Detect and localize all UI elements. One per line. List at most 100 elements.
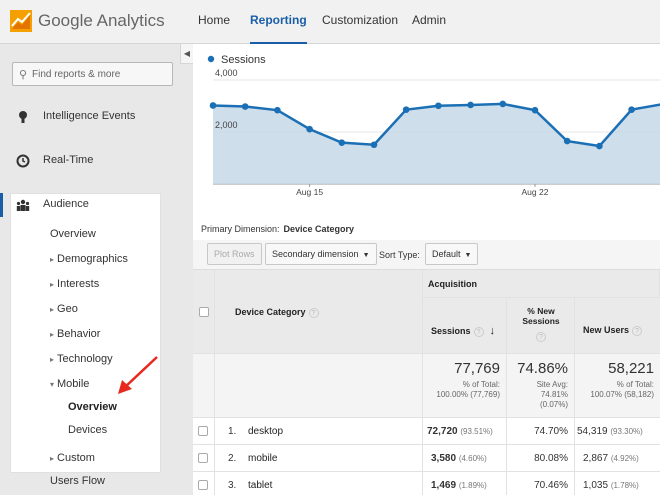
sort-type-dropdown[interactable]: Default ▼ — [425, 243, 479, 265]
data-point[interactable] — [628, 106, 635, 113]
select-all-checkbox[interactable] — [199, 307, 209, 317]
data-point[interactable] — [338, 139, 346, 146]
expand-triangle-icon: ▸ — [50, 454, 55, 463]
google-analytics-logo[interactable]: Google Analytics — [10, 10, 165, 32]
help-icon[interactable]: ? — [473, 326, 484, 337]
expand-triangle-icon: ▸ — [50, 280, 55, 289]
data-point[interactable] — [306, 125, 313, 133]
sessions-cell: 72,720 (93.51%) — [423, 418, 507, 445]
data-point[interactable] — [435, 102, 442, 110]
x-tick-label: Aug 22 — [522, 187, 549, 197]
plot-rows-button[interactable]: Plot Rows — [207, 243, 262, 265]
expand-triangle-icon: ▸ — [50, 355, 55, 364]
data-point[interactable] — [467, 101, 474, 109]
annotation-arrow — [118, 356, 158, 394]
report-search-box[interactable]: ⚲ — [12, 62, 173, 86]
data-point[interactable] — [402, 106, 410, 113]
audience-geo-link[interactable]: ▸ Geo — [50, 303, 78, 315]
total-new-users-cell: 58,221 % of Total: 100.07% (58,182) — [575, 354, 660, 418]
data-point[interactable] — [499, 100, 507, 108]
help-icon[interactable]: ? — [632, 325, 643, 336]
sessions-chart: Sessions 4,000 2,000 Aug 15 Aug 22 — [207, 54, 660, 197]
search-icon: ⚲ — [19, 69, 28, 81]
total-new-users-sub: % of Total: 100.07% (58,182) — [590, 380, 654, 399]
nav-tab-reporting[interactable]: Reporting — [250, 13, 307, 45]
dropdown-caret-icon: ▼ — [464, 252, 472, 259]
new-sessions-cell: 74.70% — [507, 418, 575, 445]
row-checkbox[interactable] — [198, 480, 208, 490]
help-icon[interactable]: ? — [308, 307, 319, 318]
new-users-column-header[interactable]: New Users? — [575, 298, 660, 354]
data-point[interactable] — [209, 102, 217, 109]
device-link[interactable]: desktop — [248, 426, 284, 437]
collapse-sidebar-button[interactable]: ◀ — [180, 44, 193, 64]
acquisition-label: Acquisition — [428, 279, 477, 289]
total-sessions-cell: 77,769 % of Total: 100.00% (77,769) — [423, 354, 507, 418]
legend-marker — [207, 55, 215, 63]
sidebar-item-real-time[interactable]: Real-Time — [0, 149, 193, 173]
y-tick-label: 4,000 — [215, 68, 238, 78]
sidebar-item-users-flow[interactable]: Users Flow — [50, 475, 106, 487]
expand-triangle-icon: ▸ — [50, 330, 55, 339]
data-point[interactable] — [370, 141, 378, 149]
row-index: 3. — [228, 480, 237, 491]
dimension-header[interactable]: Device Category? — [215, 270, 423, 354]
data-point[interactable] — [563, 137, 571, 145]
expand-triangle-icon: ▸ — [50, 255, 55, 264]
x-tick-label: Aug 15 — [296, 187, 323, 197]
sort-type-label: Sort Type: — [379, 250, 420, 260]
sessions-cell: 3,580 (4.60%) — [423, 445, 507, 472]
row-checkbox[interactable] — [198, 453, 208, 463]
audience-overview-link[interactable]: Overview — [50, 228, 96, 240]
clock-icon — [16, 154, 30, 168]
audience-mobile-link[interactable]: ▾ Mobile — [50, 378, 90, 390]
row-index: 2. — [228, 453, 237, 464]
sessions-column-header[interactable]: Sessions? ↓ — [423, 298, 507, 354]
primary-dimension-value[interactable]: Device Category — [283, 224, 355, 234]
sessions-header-label: Sessions? ↓ — [431, 325, 496, 337]
sidebar-item-audience[interactable]: Audience — [0, 193, 193, 217]
sidebar-item-label: Audience — [43, 198, 89, 210]
totals-row-spacer — [193, 354, 215, 418]
dropdown-caret-icon: ▼ — [362, 252, 370, 259]
audience-technology-link[interactable]: ▸ Technology — [50, 353, 113, 365]
mobile-devices-link[interactable]: Devices — [68, 424, 108, 436]
row-checkbox[interactable] — [198, 426, 208, 436]
brand-name: Google Analytics — [38, 11, 165, 30]
data-point[interactable] — [531, 106, 539, 114]
table-row: 3. tablet — [215, 472, 423, 495]
audience-behavior-link[interactable]: ▸ Behavior — [50, 328, 101, 340]
new-sessions-header-label: % New Sessions — [522, 306, 560, 326]
report-search-input[interactable] — [32, 66, 170, 82]
new-users-header-label: New Users? — [583, 325, 643, 336]
total-new-sessions-value: 74.86% — [517, 360, 568, 377]
nav-tab-customization[interactable]: Customization — [322, 13, 399, 27]
data-point[interactable] — [241, 103, 249, 110]
people-icon — [16, 199, 30, 211]
nav-tab-home[interactable]: Home — [198, 13, 231, 27]
total-new-sessions-sub: Site Avg: 74.81% (0.07%) — [536, 380, 568, 409]
device-link[interactable]: tablet — [248, 480, 273, 491]
total-new-users-value: 58,221 — [608, 360, 654, 377]
secondary-dimension-dropdown[interactable]: Secondary dimension ▼ — [265, 243, 377, 265]
data-point[interactable] — [274, 106, 281, 114]
new-sessions-column-header[interactable]: % New Sessions ? — [507, 298, 575, 354]
row-checkbox-cell — [193, 418, 215, 445]
help-icon[interactable]: ? — [536, 332, 546, 342]
sidebar-item-intelligence-events[interactable]: Intelligence Events — [0, 105, 193, 129]
sidebar-item-label: Real-Time — [43, 154, 94, 166]
mobile-overview-link[interactable]: Overview — [68, 401, 117, 413]
device-link[interactable]: mobile — [248, 453, 278, 464]
row-index: 1. — [228, 426, 237, 437]
audience-custom-link[interactable]: ▸ Custom — [50, 452, 95, 464]
table-row: 2. mobile — [215, 445, 423, 472]
primary-dimension-label: Primary Dimension: — [201, 224, 280, 234]
new-users-cell: 1,035 (1.78%) — [575, 472, 660, 495]
audience-demographics-link[interactable]: ▸ Demographics — [50, 253, 128, 265]
expand-triangle-icon: ▸ — [50, 305, 55, 314]
data-point[interactable] — [596, 142, 603, 150]
acquisition-group-header: Acquisition — [423, 270, 660, 298]
nav-tab-admin[interactable]: Admin — [412, 13, 447, 27]
audience-interests-link[interactable]: ▸ Interests — [50, 278, 100, 290]
data-table: Device Category? Acquisition Sessions? ↓ … — [193, 270, 660, 495]
